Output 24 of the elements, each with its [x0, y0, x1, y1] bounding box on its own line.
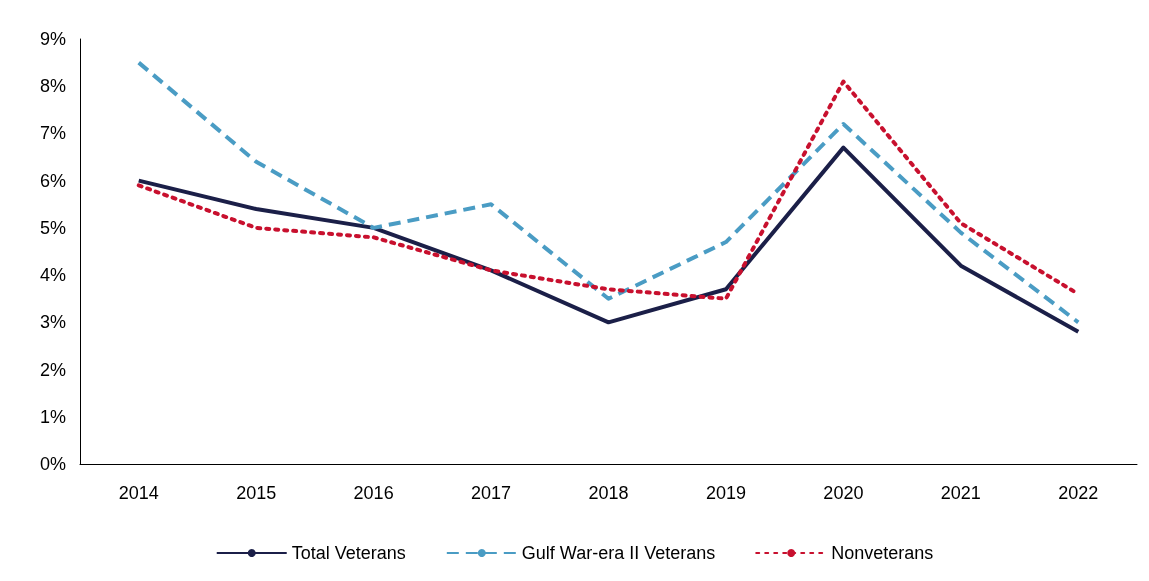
- y-tick-label: 7%: [39, 123, 66, 144]
- x-tick-label: 2020: [823, 483, 864, 503]
- x-tick-label: 2021: [940, 483, 981, 503]
- x-tick-label: 2018: [588, 483, 629, 503]
- y-tick-label: 8%: [39, 76, 66, 97]
- x-tick-label: 2022: [1058, 483, 1099, 503]
- y-tick-label: 4%: [39, 265, 66, 286]
- y-tick-label: 3%: [39, 312, 66, 333]
- legend-label: Gulf War-era II Veterans: [521, 543, 716, 563]
- legend-label: Total Veterans: [291, 543, 406, 563]
- x-tick-label: 2016: [353, 483, 394, 503]
- y-tick-label: 1%: [39, 406, 66, 427]
- y-tick-label: 6%: [39, 170, 66, 191]
- line-series: [136, 145, 1081, 334]
- y-tick-label: 0%: [39, 454, 66, 474]
- x-tick-label: 2014: [118, 483, 159, 503]
- x-tick-label: 2015: [236, 483, 277, 503]
- y-tick-label: 5%: [39, 217, 66, 238]
- y-tick-label: 2%: [39, 359, 66, 380]
- legend-label: Nonveterans: [831, 543, 934, 563]
- line-series: [136, 60, 1081, 325]
- x-tick-label: 2019: [705, 483, 746, 503]
- y-tick-label: 9%: [39, 29, 66, 49]
- x-tick-label: 2017: [471, 483, 512, 503]
